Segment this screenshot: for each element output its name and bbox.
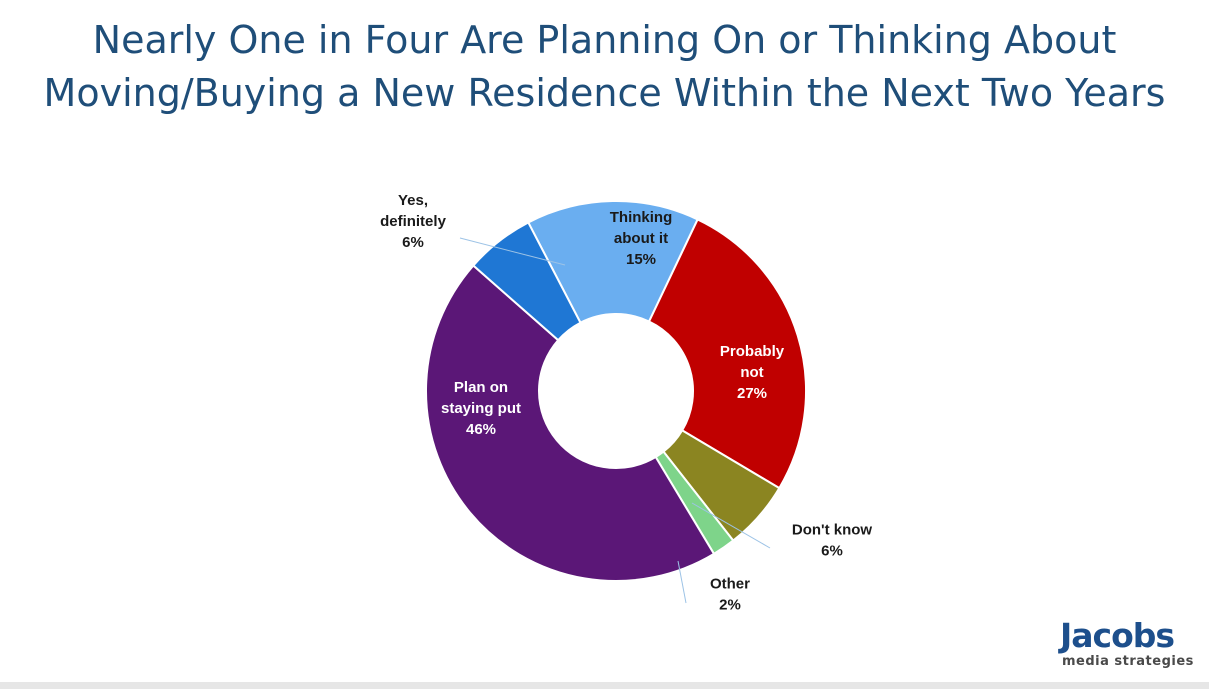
slice-category-label: Plan on xyxy=(454,379,508,396)
slice-category-label: Yes, xyxy=(398,192,428,209)
slice-category-label: Probably xyxy=(720,343,785,360)
slice-category-label: Don't know xyxy=(792,522,873,539)
footer-bar xyxy=(0,682,1209,689)
slice-label: Don't know 6% xyxy=(792,522,873,560)
donut-slice xyxy=(424,264,716,583)
slice-category-label: Thinking xyxy=(610,209,673,226)
chart-title: Nearly One in Four Are Planning On or Th… xyxy=(0,14,1209,120)
labels-layer: Thinking about it 15% Probably not 27% Don't k… xyxy=(380,192,872,614)
slice-label: Yes, definitely 6% xyxy=(380,192,447,251)
chart-title-line-2: Moving/Buying a New Residence Within the… xyxy=(43,71,1166,115)
logo-name: Jacobs xyxy=(1060,616,1175,655)
slice-value-label: 2% xyxy=(719,597,741,614)
slice-label: Plan on staying put 46% xyxy=(441,379,521,438)
slice-value-label: 46% xyxy=(466,421,496,438)
donut-slice xyxy=(526,200,699,325)
slice-category-label: staying put xyxy=(441,400,521,417)
slice-category-label: Other xyxy=(710,576,750,593)
slice-label: Thinking about it 15% xyxy=(610,209,673,268)
leader-lines-layer xyxy=(459,237,771,604)
slice-value-label: 15% xyxy=(626,251,656,268)
slice-label: Other 2% xyxy=(710,576,750,614)
leader-line xyxy=(459,237,566,266)
logo-tagline: media strategies xyxy=(1062,654,1194,669)
slice-category-label: definitely xyxy=(380,213,447,230)
chart-title-line-1: Nearly One in Four Are Planning On or Th… xyxy=(92,18,1117,62)
slice-value-label: 27% xyxy=(737,385,767,402)
slice-category-label: about it xyxy=(614,230,668,247)
slice-value-label: 6% xyxy=(821,543,843,560)
slice-label: Probably not 27% xyxy=(720,343,785,402)
donut-slice xyxy=(471,221,582,342)
jacobs-logo: Jacobs media strategies xyxy=(1050,618,1195,674)
slice-category-label: not xyxy=(740,364,763,381)
donut-slice xyxy=(647,218,807,490)
leader-line xyxy=(677,560,687,604)
slices-layer xyxy=(424,200,807,583)
slice-value-label: 6% xyxy=(402,234,424,251)
leader-line xyxy=(691,502,771,549)
